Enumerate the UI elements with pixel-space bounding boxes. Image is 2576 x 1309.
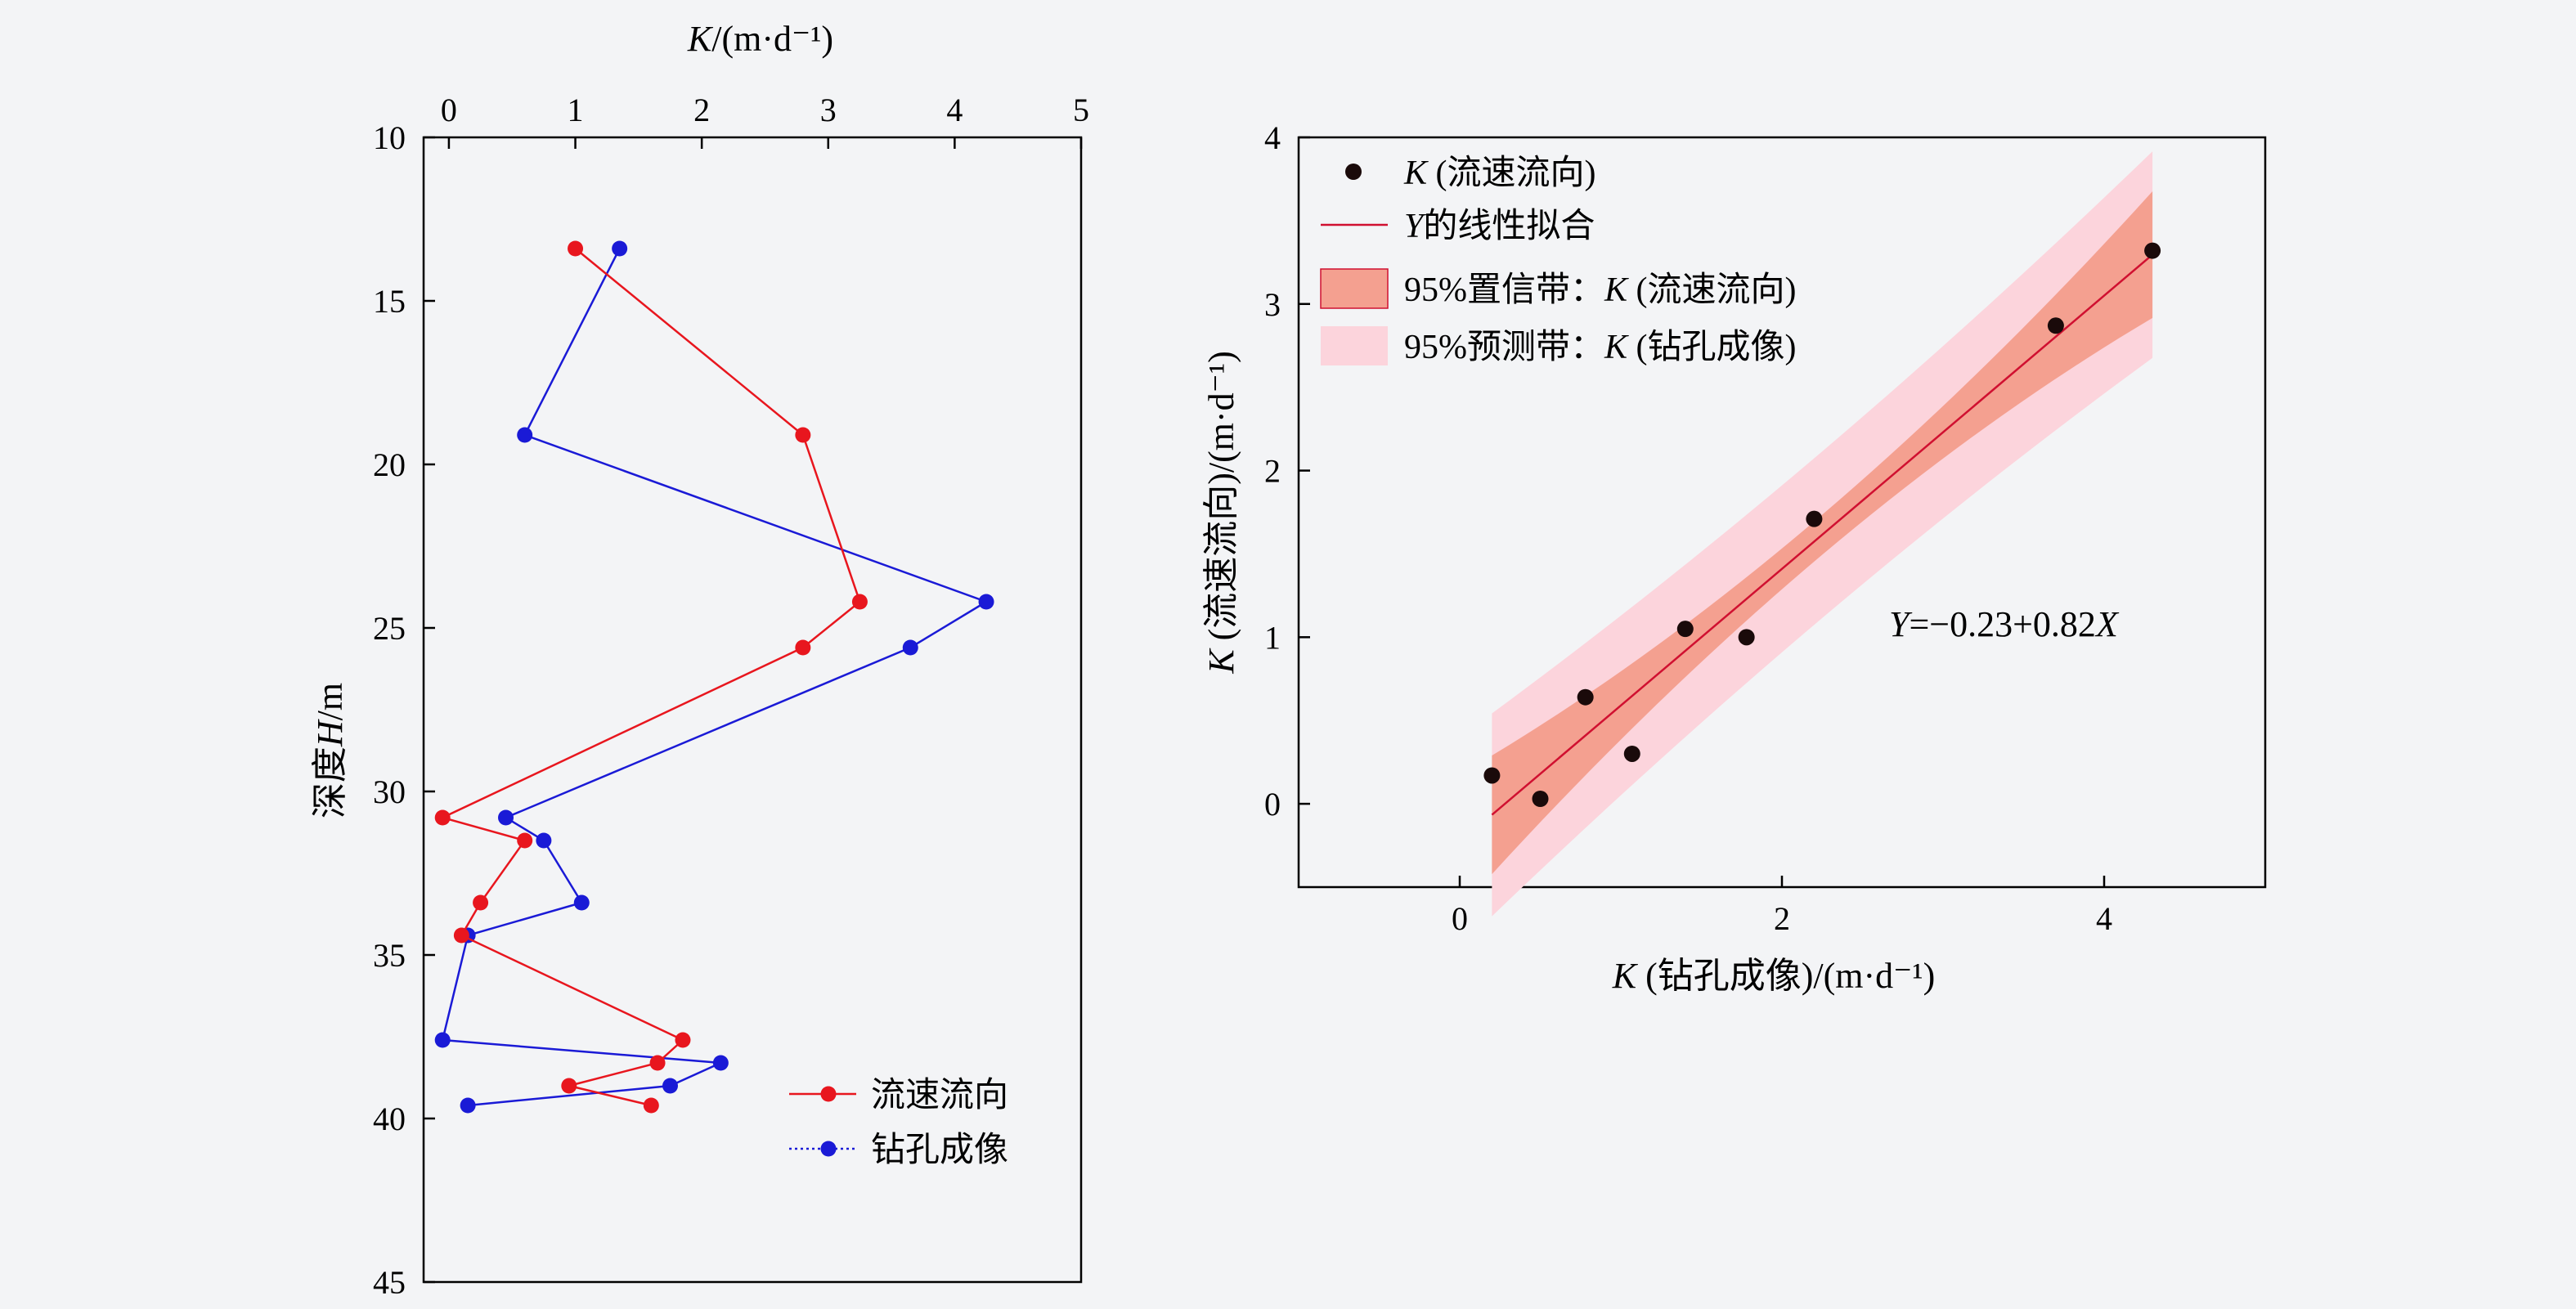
x-tick-label: 4 <box>946 92 963 128</box>
x-tick-label: 5 <box>1073 92 1089 128</box>
series-point-1 <box>902 639 918 656</box>
x-tick-label: 0 <box>1452 900 1468 937</box>
series-point-1 <box>460 1097 476 1114</box>
series-point-1 <box>517 427 533 443</box>
y-axis-title: K (流速流向)/(m·d⁻¹) <box>1201 351 1241 675</box>
x-tick-label: 2 <box>693 92 710 128</box>
series-point-1 <box>978 594 994 610</box>
legend-marker-0 <box>820 1086 837 1102</box>
x-tick-label: 1 <box>568 92 584 128</box>
y-tick-label: 3 <box>1264 286 1281 323</box>
series-point-0 <box>795 639 811 656</box>
y-tick-label: 0 <box>1264 786 1281 823</box>
series-point-1 <box>712 1055 729 1071</box>
fit-line <box>1491 253 2153 816</box>
legend-pred-swatch <box>1321 326 1388 365</box>
scatter-point <box>1577 688 1594 706</box>
series-point-1 <box>434 1032 451 1048</box>
series-point-1 <box>612 240 628 257</box>
series-point-1 <box>573 894 590 911</box>
confidence-band <box>1492 191 2153 875</box>
y-tick-label: 4 <box>1264 119 1281 156</box>
series-point-1 <box>498 809 514 826</box>
y-axis-title: 深度H/m <box>310 683 350 818</box>
y-tick-label: 10 <box>373 119 406 156</box>
series-point-0 <box>473 894 489 911</box>
y-tick-label: 45 <box>373 1264 406 1301</box>
x-tick-label: 0 <box>441 92 457 128</box>
scatter-point <box>1623 745 1640 762</box>
y-tick-label: 20 <box>373 446 406 483</box>
scatter-point <box>2144 242 2161 259</box>
x-axis-title: K/(m·d⁻¹) <box>687 19 833 59</box>
y-tick-label: 25 <box>373 610 406 647</box>
series-point-0 <box>434 809 451 826</box>
y-tick-label: 30 <box>373 773 406 810</box>
y-tick-label: 35 <box>373 937 406 974</box>
series-point-0 <box>568 240 584 257</box>
y-tick-label: 1 <box>1264 619 1281 656</box>
legend-marker <box>1345 164 1362 180</box>
x-tick-label: 2 <box>1774 900 1790 937</box>
series-point-0 <box>675 1032 691 1048</box>
series-point-0 <box>453 927 469 944</box>
legend-marker-1 <box>820 1141 837 1157</box>
legend-label: 95%置信带：K (流速流向) <box>1404 271 1797 309</box>
y-tick-label: 15 <box>373 283 406 320</box>
x-axis-title: K (钻孔成像)/(m·d⁻¹) <box>1612 956 1936 996</box>
y-tick-label: 2 <box>1264 453 1281 490</box>
scatter-point <box>2047 317 2064 334</box>
legend-label: K (流速流向) <box>1403 155 1596 192</box>
x-tick-label: 4 <box>2096 900 2112 937</box>
plot-frame <box>422 136 1083 1284</box>
legend-label: Y的线性拟合 <box>1404 208 1595 245</box>
legend-label: 95%预测带：K (钻孔成像) <box>1404 329 1797 366</box>
series-point-1 <box>662 1078 678 1094</box>
series-point-0 <box>517 832 533 849</box>
scatter-point <box>1676 621 1694 638</box>
regression-scatter-chart: 0 2 4 0 1 2 3 4 K (钻孔成像)/(m·d⁻¹) K (流速流向)/(m·d⁻¹)… <box>1201 119 2267 996</box>
legend-conf-swatch <box>1320 268 1389 309</box>
scatter-point <box>1483 767 1501 784</box>
scatter-point <box>1532 790 1549 807</box>
legend-label-1: 钻孔成像 <box>871 1132 1008 1169</box>
series-point-0 <box>643 1097 659 1114</box>
series-point-0 <box>851 594 868 610</box>
fit-equation: Y=−0.23+0.82X <box>1889 604 2120 644</box>
scatter-point <box>1806 510 1823 527</box>
series-line-1 <box>441 248 989 1107</box>
scatter-point <box>1738 629 1755 646</box>
series-point-0 <box>561 1078 577 1094</box>
series-line-0 <box>439 248 861 1107</box>
x-tick-label: 3 <box>820 92 837 128</box>
depth-profile-chart: 0 1 2 3 4 51015202530354045K/(m·d⁻¹)深度H/m流速流向… <box>310 19 1089 1301</box>
legend-label-0: 流速流向 <box>871 1077 1008 1114</box>
series-point-0 <box>649 1055 666 1071</box>
series-point-0 <box>795 427 811 443</box>
y-tick-label: 40 <box>373 1101 406 1137</box>
series-point-1 <box>536 832 552 849</box>
